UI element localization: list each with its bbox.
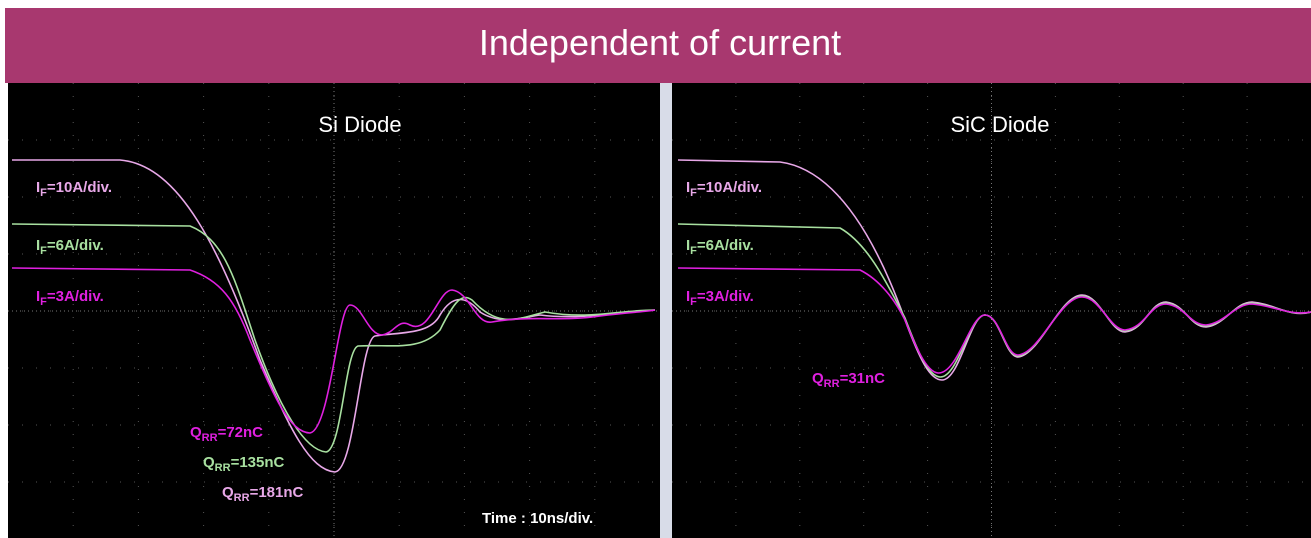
divider xyxy=(660,83,672,538)
slide: Independent of current Si Diode SiC Diod… xyxy=(0,0,1311,538)
page: body { margin: 0; width: 1311px; height:… xyxy=(0,0,1311,538)
page-body: {"header": {"title": "Independent of cur… xyxy=(0,0,1311,538)
timebase-label: Time : 10ns/div. xyxy=(482,510,593,527)
panel-title: Si Diode xyxy=(318,112,401,137)
panel-title: SiC Diode xyxy=(950,112,1049,137)
header-title: Independent of current xyxy=(479,22,841,63)
